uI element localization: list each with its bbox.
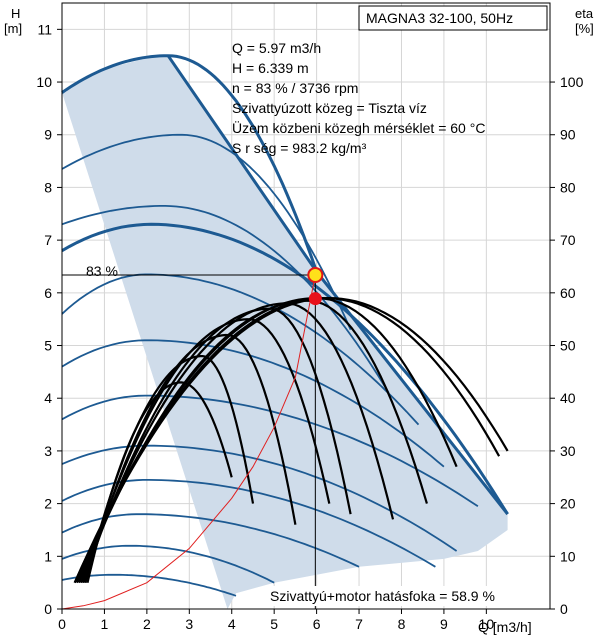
right-tick-label: 10 [560,548,576,564]
left-tick-label: 0 [44,601,52,617]
info-line-density: S r ség = 983.2 kg/m³ [232,140,367,156]
x-axis-label: Q [m3/h] [478,619,532,635]
system-curve-line [61,274,316,610]
left-tick-label: 10 [36,74,52,90]
info-block: Q = 5.97 m3/h H = 6.339 m n = 83 % / 373… [232,40,485,156]
curve-label-83: 83 % [86,263,118,279]
left-axis-unit: [m] [4,21,22,36]
x-tick-label: 1 [101,616,109,632]
left-tick-label: 11 [37,21,52,37]
info-line-medium: Szivattyúzott közeg = Tiszta víz [232,100,427,116]
right-tick-label: 0 [560,601,568,617]
left-axis-label: H [11,6,20,21]
x-tick-label: 10 [479,616,495,632]
x-tick-label: 3 [185,616,193,632]
efficiency-curves [73,296,509,584]
x-tick-label: 0 [58,616,66,632]
right-tick-label: 70 [560,232,576,248]
left-tick-label: 4 [44,390,52,406]
left-tick-label: 5 [44,338,52,354]
speed-curve-4 [61,222,509,515]
right-tick-label: 50 [560,338,576,354]
info-line-n: n = 83 % / 3736 rpm [232,80,358,96]
right-axis-label: eta [575,6,594,21]
left-tick-label: 6 [44,285,52,301]
right-tick-label: 60 [560,285,576,301]
info-line-h: H = 6.339 m [232,60,309,76]
system-curve [61,274,316,610]
x-tick-label: 5 [270,616,278,632]
chart-title: MAGNA3 32-100, 50Hz [366,10,513,26]
x-tick-label: 8 [398,616,406,632]
tick-labels: 0 1 2 3 4 5 6 7 8 9 100123456789101101020304050607… [36,21,583,632]
x-tick-label: 4 [228,616,236,632]
title-box [358,5,548,31]
speed-curve-2 [61,133,352,331]
efficiency-curve-4 [77,299,428,584]
operating-envelope [62,55,508,609]
efficiency-point [308,292,322,306]
right-axis-unit: [%] [575,21,594,36]
speed-curve-3 [61,205,390,394]
speed-curve-10 [61,513,360,568]
efficiency-note: Szivattyú+motor hatásfoka = 58.9 % [270,588,495,604]
x-tick-label: 9 [440,616,448,632]
operating-point-markers [62,266,324,609]
envelope-area [62,55,508,609]
left-tick-label: 9 [44,127,52,143]
x-tick-label: 6 [313,616,321,632]
right-tick-label: 90 [560,127,576,143]
plot-frame [61,2,551,610]
efficiency-note-bg [268,586,539,606]
speed-curve-6 [61,339,445,468]
left-tick-label: 7 [44,232,52,248]
axes [57,2,555,614]
speed-curve-1 [61,54,319,273]
info-line-q: Q = 5.97 m3/h [232,40,321,56]
right-tick-label: 20 [560,496,576,512]
left-tick-label: 1 [44,548,52,564]
speed-curve-12 [61,573,237,597]
speed-curve-5 [61,273,420,426]
efficiency-curve-8 [84,333,297,584]
operating-point [307,266,324,283]
x-tick-label: 2 [143,616,151,632]
efficiency-curve-6 [82,307,352,584]
right-tick-label: 30 [560,443,576,459]
x-tick-label: 7 [355,616,363,632]
left-tick-label: 3 [44,443,52,459]
speed-curve-11 [61,544,275,584]
right-tick-label: 80 [560,179,576,195]
efficiency-curve-10 [86,381,233,583]
left-tick-label: 2 [44,496,52,512]
right-tick-label: 40 [560,390,576,406]
info-line-temperature: Üzem közbeni közegh mérséklet = 60 °C [232,119,485,136]
right-tick-label: 100 [560,74,584,90]
left-tick-label: 8 [44,179,52,195]
